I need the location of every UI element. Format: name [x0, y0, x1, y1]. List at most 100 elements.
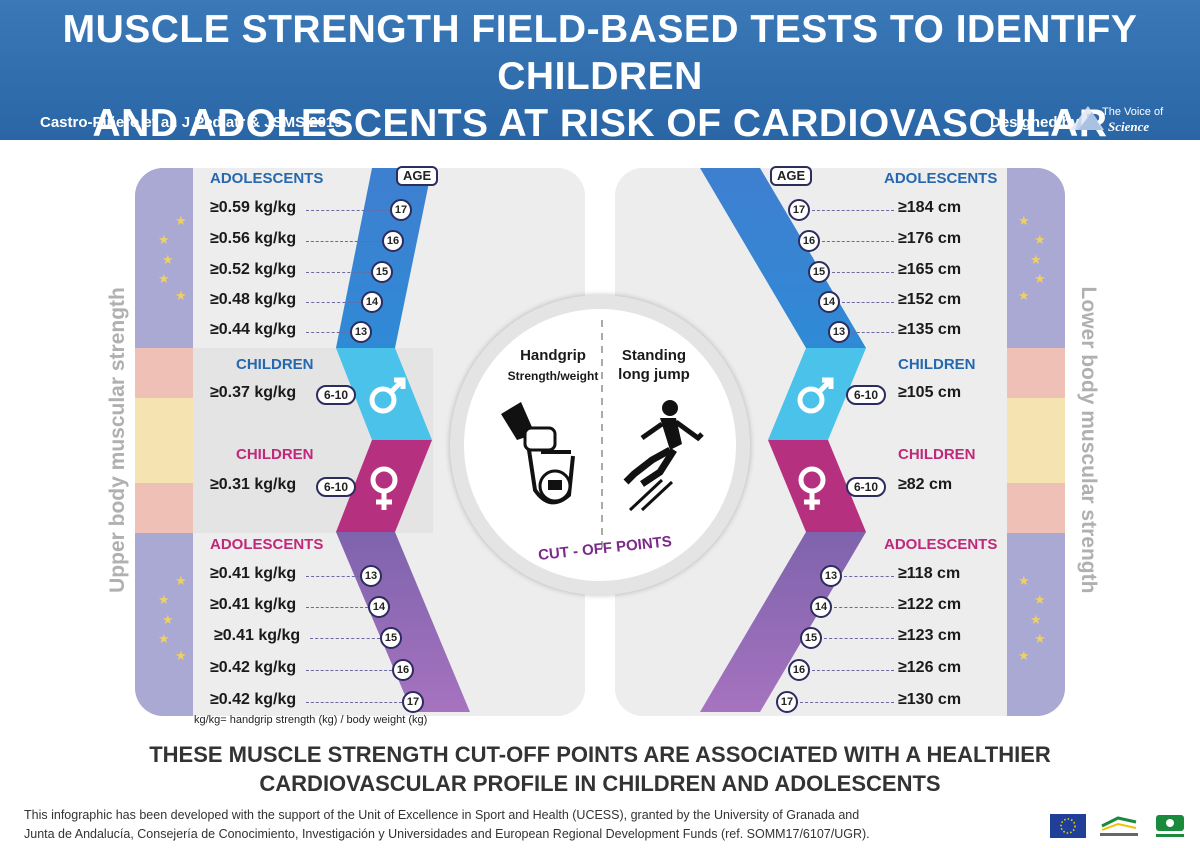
right-children-male-value: ≥105 cm	[898, 384, 962, 401]
eu-flag-icon	[1050, 814, 1086, 838]
leader-line	[842, 302, 894, 303]
svg-text:★: ★	[1034, 631, 1046, 646]
age-pill: 6-10	[316, 385, 356, 405]
age-badge: 13	[828, 321, 850, 343]
left-row-value: ≥0.44 kg/kg	[210, 321, 297, 338]
right-children-male-label: CHILDREN	[898, 356, 976, 373]
andalucia-logo-icon	[1096, 812, 1142, 840]
spain-strip-red-top-right	[1007, 348, 1065, 398]
svg-text:★: ★	[1030, 252, 1042, 267]
handgrip-sublabel: Strength/weight	[507, 369, 599, 383]
unit-footnote: kg/kg= handgrip strength (kg) / body wei…	[194, 714, 428, 726]
leader-line	[306, 576, 360, 577]
left-row-value: ≥0.41 kg/kg	[214, 627, 301, 644]
age-badge: 15	[371, 261, 393, 283]
leader-line	[306, 670, 392, 671]
eu-stars-icon: ★ ★ ★ ★ ★ ★ ★ ★ ★ ★ ★ ★ ★ ★ ★ ★ ★ ★ ★ ★	[158, 213, 1046, 663]
svg-text:★: ★	[175, 213, 187, 228]
left-side-label: Upper body muscular strength	[106, 287, 129, 593]
handgrip-label: Handgrip	[520, 347, 586, 364]
left-row-value: ≥0.42 kg/kg	[210, 691, 297, 708]
svg-text:★: ★	[175, 288, 187, 303]
age-badge: 15	[808, 261, 830, 283]
header-banner	[0, 0, 1200, 140]
right-adolescents-male-label: ADOLESCENTS	[884, 170, 998, 187]
svg-text:★: ★	[1034, 592, 1046, 607]
right-row-value: ≥123 cm	[898, 627, 962, 644]
svg-text:★: ★	[158, 232, 170, 247]
title-line-1: MUSCLE STRENGTH FIELD-BASED TESTS TO IDE…	[62, 8, 1138, 98]
svg-text:★: ★	[1018, 648, 1030, 663]
left-children-female-value: ≥0.31 kg/kg	[210, 476, 297, 493]
age-badge: 17	[402, 691, 424, 713]
left-row-value: ≥0.48 kg/kg	[210, 291, 297, 308]
brand-line-1: The Voice of	[1102, 106, 1164, 118]
left-children-female-label: CHILDREN	[236, 446, 314, 463]
leader-line	[812, 670, 894, 671]
svg-text:★: ★	[1034, 232, 1046, 247]
age-badge: 17	[776, 691, 798, 713]
age-badge: 16	[798, 230, 820, 252]
left-row-value: ≥0.42 kg/kg	[210, 659, 297, 676]
leader-line	[844, 576, 894, 577]
right-children-female-label: CHILDREN	[898, 446, 976, 463]
brand-line-2: Science	[1108, 119, 1150, 134]
jump-label-line-2: long jump	[618, 366, 690, 383]
right-row-value: ≥122 cm	[898, 596, 962, 613]
left-arrow-male-children	[336, 348, 432, 440]
male-symbol-icon	[369, 377, 406, 414]
svg-text:★: ★	[158, 271, 170, 286]
spain-strip-red-top	[135, 348, 193, 398]
leader-line	[306, 302, 361, 303]
leader-line	[306, 210, 390, 211]
junta-andalucia-logo-icon	[1150, 812, 1190, 840]
leader-line	[800, 702, 894, 703]
leader-line	[822, 241, 894, 242]
age-badge: 16	[382, 230, 404, 252]
left-children-male-label: CHILDREN	[236, 356, 314, 373]
svg-text:★: ★	[1034, 271, 1046, 286]
svg-text:★: ★	[162, 252, 174, 267]
citation: Castro-Piñero et al. J Pediatr & JSMS 20…	[40, 114, 343, 131]
right-row-value: ≥152 cm	[898, 291, 962, 308]
svg-text:★: ★	[175, 573, 187, 588]
left-adolescents-male-label: ADOLESCENTS	[210, 170, 324, 187]
svg-text:★: ★	[1030, 612, 1042, 627]
left-row-value: ≥0.59 kg/kg	[210, 199, 297, 216]
male-symbol-icon-right	[797, 377, 834, 414]
voice-of-science-logo-icon	[1070, 106, 1104, 130]
right-arrow-male-children	[768, 348, 866, 440]
age-badge: 13	[360, 565, 382, 587]
left-arrow-female-adolescent	[336, 532, 470, 712]
age-badge: 16	[788, 659, 810, 681]
right-row-value: ≥118 cm	[898, 565, 961, 582]
age-badge: 13	[820, 565, 842, 587]
leader-line	[832, 272, 894, 273]
leader-line	[306, 702, 402, 703]
age-badge: 14	[818, 291, 840, 313]
right-children-female-value: ≥82 cm	[898, 476, 953, 493]
age-badge: 14	[368, 596, 390, 618]
age-badge: 13	[350, 321, 372, 343]
svg-text:★: ★	[1018, 213, 1030, 228]
right-arrow-female-adolescent	[700, 532, 866, 712]
spain-strip-yellow	[135, 398, 193, 483]
spain-strip-red-bottom-right	[1007, 483, 1065, 533]
age-badge: 17	[788, 199, 810, 221]
left-age-tag: AGE	[396, 166, 439, 186]
age-badge: 17	[390, 199, 412, 221]
female-symbol-icon-right	[798, 466, 826, 510]
svg-text:★: ★	[162, 612, 174, 627]
leader-line	[310, 638, 380, 639]
age-badge: 15	[800, 627, 822, 649]
leader-line	[306, 241, 382, 242]
age-badge: 15	[380, 627, 402, 649]
conclusion-line-1: THESE MUSCLE STRENGTH CUT-OFF POINTS ARE…	[149, 742, 1051, 767]
designed-by-label: Designed by	[990, 114, 1080, 131]
leader-line	[306, 607, 368, 608]
right-age-tag: AGE	[770, 166, 813, 186]
age-badge: 16	[392, 659, 414, 681]
leader-line	[306, 272, 371, 273]
right-row-value: ≥176 cm	[898, 230, 962, 247]
leader-line	[812, 210, 894, 211]
